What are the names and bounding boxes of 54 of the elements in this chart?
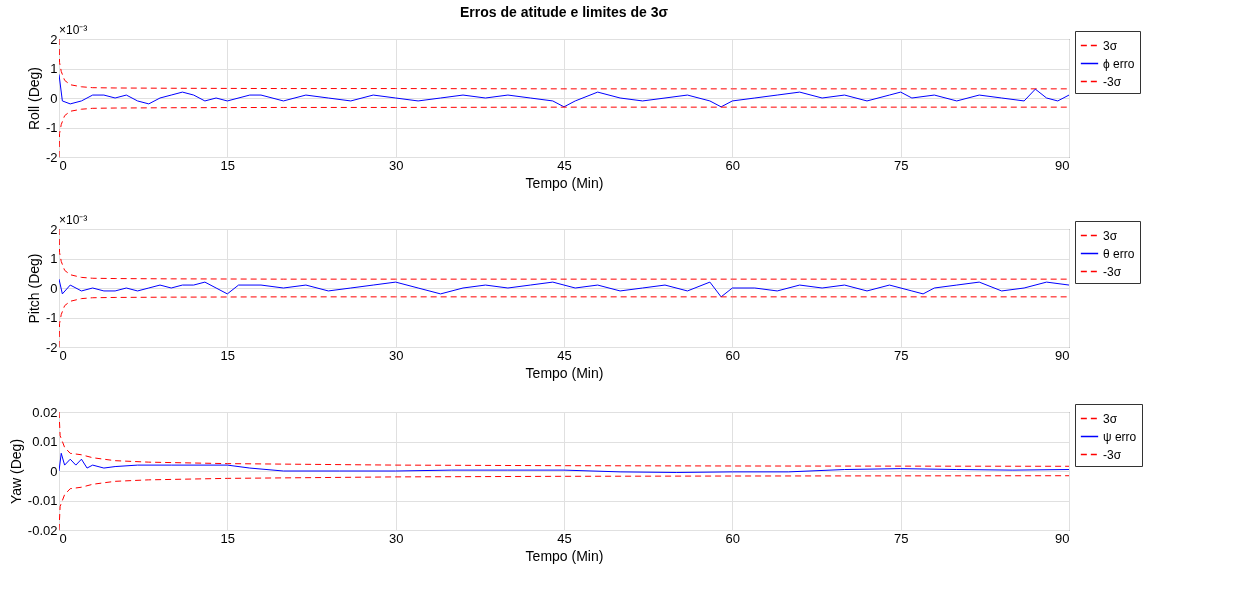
x-tick-label: 90	[1055, 347, 1070, 363]
y-tick-label: -2	[45, 149, 58, 165]
x-tick-label: 90	[1055, 530, 1070, 546]
y-tick-label: 1	[50, 251, 58, 266]
y-tick-label: -0.02	[27, 522, 58, 538]
text: ×10⁻³	[59, 23, 88, 37]
x-tick-label: 45	[557, 157, 572, 173]
y-tick-label: 2	[50, 221, 58, 237]
legend-label: -3σ	[1103, 74, 1122, 89]
line-series	[59, 73, 1069, 108]
x-tick-label: 75	[893, 157, 909, 173]
line-series	[59, 278, 1069, 298]
x-tick-label: 30	[388, 157, 404, 173]
text: ×10⁻³	[59, 213, 88, 227]
line-series	[59, 452, 1069, 473]
x-tick-label: 30	[388, 347, 404, 363]
y-tick-label: 0	[50, 463, 58, 479]
y-tick-label: 0	[50, 90, 58, 106]
y-tick-label: -2	[45, 339, 58, 355]
y-tick-label: 0	[50, 280, 58, 296]
y-tick-label: -0.01	[27, 493, 58, 508]
y-axis-title: Pitch (Deg)	[25, 253, 42, 324]
y-tick-label: -1	[45, 310, 58, 325]
y-tick-label: 1	[50, 61, 58, 76]
y-tick-label: -1	[45, 120, 58, 135]
legend-label: -3σ	[1103, 447, 1122, 462]
x-tick-label: 60	[725, 347, 741, 363]
y-tick-label: 0.01	[32, 434, 58, 449]
x-axis-title: Tempo (Min)	[525, 174, 604, 191]
x-tick-label: 15	[220, 530, 236, 546]
legend-label: θ erro	[1103, 246, 1135, 261]
legend-label: 3σ	[1103, 411, 1118, 426]
chart-title: Erros de atitude e limites de 3σ	[460, 4, 669, 20]
legend-label: 3σ	[1103, 228, 1118, 243]
legend-label: 3σ	[1103, 38, 1118, 53]
x-axis-title: Tempo (Min)	[525, 364, 604, 381]
x-tick-label: 60	[725, 530, 741, 546]
x-tick-label: 15	[220, 157, 236, 173]
x-tick-label: 15	[220, 347, 236, 363]
y-axis-title: Yaw (Deg)	[7, 438, 24, 505]
y-axis-title: Roll (Deg)	[25, 66, 42, 131]
legend-label: ψ erro	[1103, 429, 1137, 444]
legend-label: ϕ erro	[1103, 56, 1135, 71]
y-tick-label: 2	[50, 31, 58, 47]
x-tick-label: 75	[893, 530, 909, 546]
x-tick-label: 30	[388, 530, 404, 546]
x-tick-label: 75	[893, 347, 909, 363]
x-tick-label: 90	[1055, 157, 1070, 173]
x-tick-label: 45	[557, 530, 572, 546]
y-tick-label: 0.02	[32, 404, 58, 420]
x-tick-label: 60	[725, 157, 741, 173]
x-axis-title: Tempo (Min)	[525, 547, 604, 564]
legend-label: -3σ	[1103, 264, 1122, 279]
x-tick-label: 45	[557, 347, 572, 363]
